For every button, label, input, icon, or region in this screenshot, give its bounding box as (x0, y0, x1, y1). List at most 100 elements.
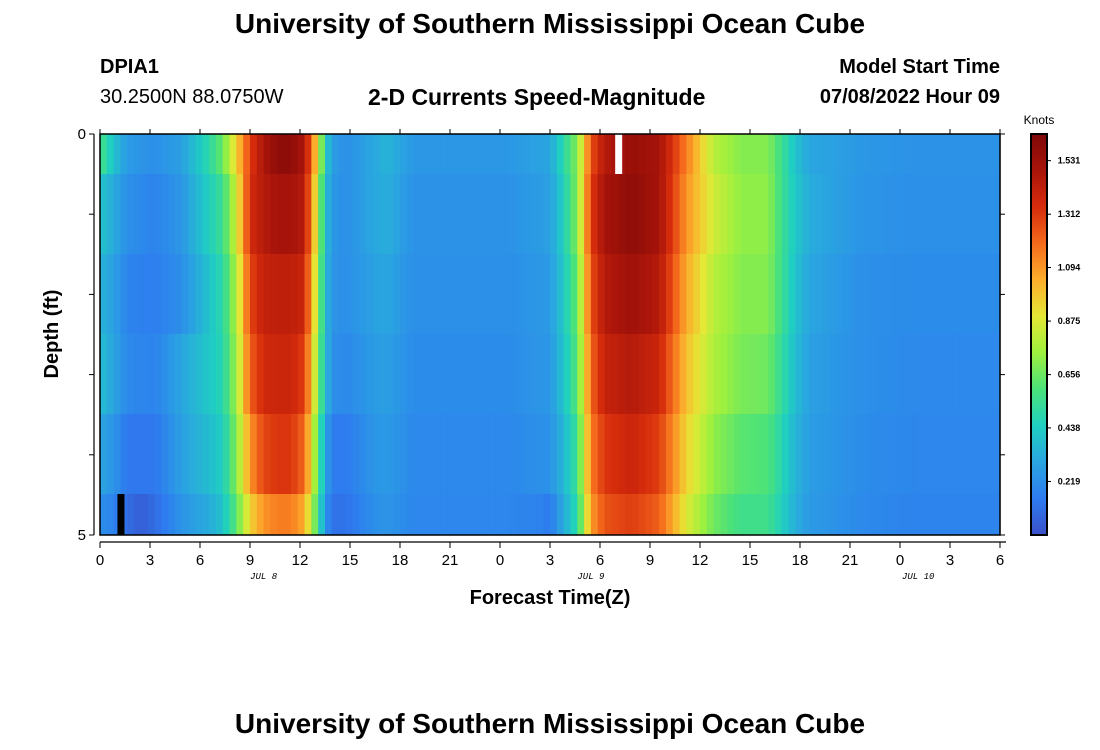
heatmap-cell (140, 494, 149, 535)
heatmap-cell (802, 494, 810, 535)
heatmap-cell (543, 174, 551, 254)
heatmap-cell (168, 174, 176, 254)
heatmap-cell (993, 414, 1001, 494)
heatmap-cell (420, 134, 428, 174)
heatmap-cell (550, 494, 558, 535)
heatmap-cell (209, 414, 217, 494)
heatmap-cell (475, 334, 483, 414)
heatmap-cell (945, 334, 953, 414)
heatmap-cell (181, 254, 190, 334)
heatmap-cell (836, 494, 844, 535)
heatmap-cell (597, 334, 606, 414)
heatmap-cell (625, 414, 633, 494)
heatmap-cell (740, 494, 749, 535)
heatmap-cell (106, 494, 115, 535)
heatmap-cell (747, 254, 756, 334)
station-coordinates: 30.2500N 88.0750W (100, 86, 284, 108)
heatmap-cell (979, 174, 987, 254)
heatmap-cell (209, 334, 217, 414)
heatmap-cell (836, 254, 844, 334)
heatmap-cell (229, 134, 237, 174)
heatmap-cell (618, 334, 626, 414)
heatmap-cell (318, 134, 326, 174)
heatmap-cell (440, 494, 449, 535)
heatmap-cell (202, 494, 210, 535)
heatmap-cell (952, 174, 960, 254)
heatmap-cell (325, 414, 333, 494)
heatmap-cell (659, 174, 667, 254)
heatmap-cell (215, 254, 224, 334)
heatmap-cell (631, 254, 640, 334)
heatmap-cell (884, 174, 892, 254)
heatmap-cell (952, 254, 960, 334)
heatmap-cell (911, 174, 919, 254)
heatmap-cell (713, 174, 722, 254)
heatmap-cell (638, 174, 647, 254)
heatmap-cell (556, 494, 565, 535)
heatmap-cell (338, 134, 347, 174)
heatmap-cell (584, 174, 592, 254)
heatmap-cell (134, 174, 142, 254)
heatmap-cell (209, 174, 217, 254)
heatmap-cell (625, 494, 633, 535)
heatmap-cell (393, 414, 401, 494)
heatmap-cell (352, 134, 360, 174)
heatmap-cell (911, 334, 919, 414)
heatmap-cell (100, 134, 108, 174)
x-tick-label: 21 (842, 552, 859, 569)
heatmap-cell (297, 134, 306, 174)
heatmap-cell (836, 414, 844, 494)
heatmap-cell (965, 414, 974, 494)
heatmap-cell (890, 174, 899, 254)
heatmap-cell (345, 134, 353, 174)
heatmap-cell (877, 174, 885, 254)
heatmap-cell (454, 174, 462, 254)
heatmap-cell (290, 494, 299, 535)
heatmap-cell (502, 254, 510, 334)
heatmap-cell (427, 494, 435, 535)
heatmap-cell (945, 254, 953, 334)
heatmap-cell (918, 174, 926, 254)
heatmap-cell (400, 494, 408, 535)
heatmap-cell (154, 494, 162, 535)
heatmap-cell (270, 334, 278, 414)
heatmap-cell (365, 334, 374, 414)
heatmap-cell (577, 494, 585, 535)
heatmap-cell (277, 494, 285, 535)
heatmap-cell (870, 134, 878, 174)
heatmap-cell (734, 254, 742, 334)
x-tick-label: 0 (896, 552, 904, 569)
heatmap-cell (747, 494, 756, 535)
heatmap-cell (297, 414, 306, 494)
heatmap-cell (795, 174, 803, 254)
heatmap-cell (979, 494, 987, 535)
heatmap-cell (550, 174, 558, 254)
heatmap-cell (100, 414, 108, 494)
heatmap-cell (884, 134, 892, 174)
heatmap-cell (931, 334, 940, 414)
heatmap-cell (509, 334, 517, 414)
heatmap-cell (945, 134, 953, 174)
heatmap-cell (168, 134, 176, 174)
heatmap-cell (563, 414, 572, 494)
heatmap-cell (890, 414, 899, 494)
heatmap-cell (597, 254, 606, 334)
heatmap-cell (495, 414, 503, 494)
heatmap-cell (645, 254, 653, 334)
heatmap-cell (495, 174, 503, 254)
heatmap-cell (713, 254, 722, 334)
heatmap-cell (986, 174, 994, 254)
heatmap-cell (618, 174, 626, 254)
colorbar-tick-label: 1.312 (1058, 209, 1081, 219)
heatmap-cell (556, 254, 565, 334)
heatmap-cell (584, 254, 592, 334)
heatmap-cell (754, 494, 762, 535)
heatmap-cell (284, 254, 292, 334)
heatmap-cell (618, 494, 626, 535)
heatmap-cell (406, 494, 415, 535)
heatmap-cell (884, 254, 892, 334)
heatmap-cell (556, 174, 565, 254)
heatmap-cell (263, 254, 272, 334)
heatmap-cell (509, 414, 517, 494)
heatmap-cell (140, 334, 149, 414)
